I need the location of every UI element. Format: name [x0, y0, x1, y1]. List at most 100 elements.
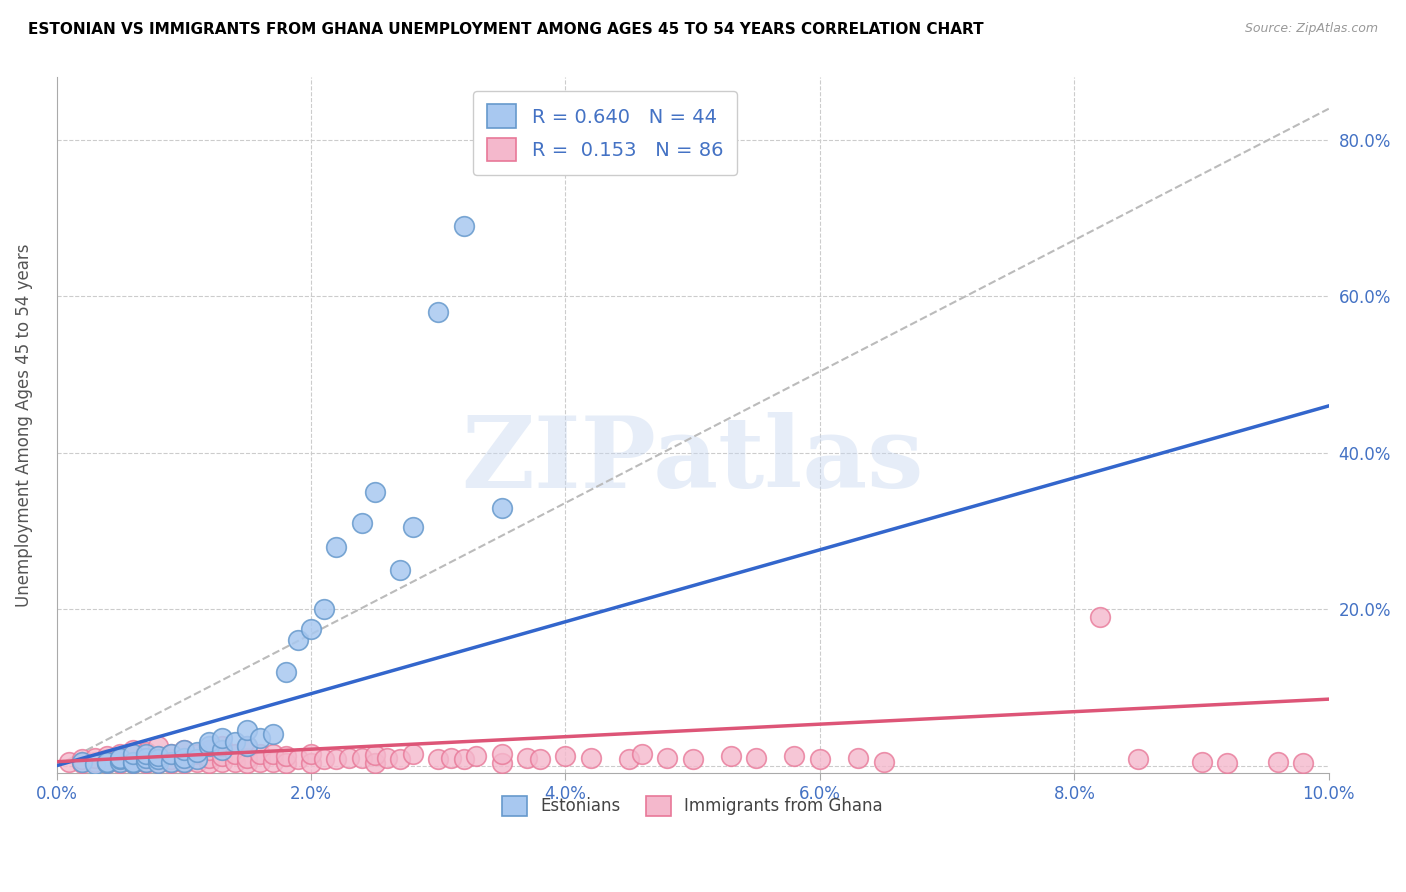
Point — [211, 743, 233, 757]
Point — [312, 602, 335, 616]
Point — [186, 755, 208, 769]
Point — [363, 484, 385, 499]
Point — [122, 755, 145, 769]
Text: ZIPatlas: ZIPatlas — [461, 412, 924, 508]
Point — [135, 745, 157, 759]
Point — [312, 752, 335, 766]
Point — [135, 755, 157, 769]
Point — [83, 757, 105, 772]
Point — [274, 756, 297, 771]
Point — [554, 749, 576, 764]
Point — [440, 751, 463, 765]
Point — [173, 751, 195, 765]
Point — [402, 520, 425, 534]
Point — [173, 743, 195, 757]
Point — [70, 756, 93, 771]
Point — [83, 755, 105, 769]
Point — [148, 756, 170, 771]
Point — [173, 755, 195, 769]
Text: ESTONIAN VS IMMIGRANTS FROM GHANA UNEMPLOYMENT AMONG AGES 45 TO 54 YEARS CORRELA: ESTONIAN VS IMMIGRANTS FROM GHANA UNEMPL… — [28, 22, 984, 37]
Point — [657, 751, 679, 765]
Point — [110, 747, 132, 761]
Point — [83, 751, 105, 765]
Point — [1088, 610, 1111, 624]
Point — [96, 756, 118, 771]
Point — [249, 747, 271, 761]
Point — [135, 751, 157, 765]
Point — [96, 755, 118, 769]
Point — [427, 752, 450, 766]
Point — [173, 756, 195, 771]
Point — [58, 755, 80, 769]
Point — [96, 752, 118, 766]
Point — [148, 749, 170, 764]
Point — [617, 752, 640, 766]
Point — [198, 739, 221, 753]
Point — [211, 731, 233, 746]
Point — [1126, 752, 1149, 766]
Point — [1292, 756, 1315, 771]
Point — [160, 747, 183, 761]
Point — [491, 747, 513, 761]
Point — [299, 622, 322, 636]
Point — [249, 755, 271, 769]
Point — [110, 751, 132, 765]
Point — [110, 752, 132, 766]
Point — [186, 752, 208, 766]
Point — [465, 749, 488, 764]
Point — [148, 752, 170, 766]
Point — [198, 743, 221, 757]
Point — [262, 747, 284, 761]
Point — [160, 756, 183, 771]
Point — [402, 747, 425, 761]
Point — [287, 633, 309, 648]
Point — [70, 752, 93, 766]
Point — [529, 752, 551, 766]
Y-axis label: Unemployment Among Ages 45 to 54 years: Unemployment Among Ages 45 to 54 years — [15, 244, 32, 607]
Point — [630, 747, 652, 761]
Point — [198, 751, 221, 765]
Point — [110, 756, 132, 771]
Point — [350, 516, 373, 531]
Point — [427, 305, 450, 319]
Point — [745, 751, 768, 765]
Point — [160, 755, 183, 769]
Point — [491, 500, 513, 515]
Point — [122, 756, 145, 771]
Point — [236, 723, 259, 738]
Point — [872, 755, 894, 769]
Point — [148, 752, 170, 766]
Point — [198, 756, 221, 771]
Point — [96, 749, 118, 764]
Point — [287, 752, 309, 766]
Point — [135, 751, 157, 765]
Point — [337, 751, 360, 765]
Point — [173, 743, 195, 757]
Point — [325, 752, 347, 766]
Point — [135, 755, 157, 769]
Point — [299, 756, 322, 771]
Point — [262, 755, 284, 769]
Point — [148, 756, 170, 771]
Point — [96, 756, 118, 771]
Point — [70, 755, 93, 769]
Point — [491, 756, 513, 771]
Point — [846, 751, 869, 765]
Point — [173, 751, 195, 765]
Point — [224, 735, 246, 749]
Point — [516, 751, 538, 765]
Point — [389, 563, 412, 577]
Point — [224, 747, 246, 761]
Text: Source: ZipAtlas.com: Source: ZipAtlas.com — [1244, 22, 1378, 36]
Point — [363, 756, 385, 771]
Point — [236, 739, 259, 753]
Point — [1191, 755, 1213, 769]
Point — [299, 747, 322, 761]
Point — [236, 751, 259, 765]
Legend: Estonians, Immigrants from Ghana: Estonians, Immigrants from Ghana — [494, 788, 891, 824]
Point — [363, 748, 385, 763]
Point — [122, 747, 145, 761]
Point — [160, 752, 183, 766]
Point — [236, 756, 259, 771]
Point — [1216, 756, 1239, 771]
